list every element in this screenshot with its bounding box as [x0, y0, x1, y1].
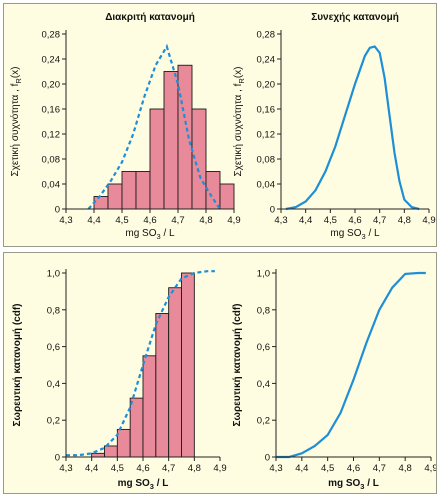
x-tick-label: 4,4 [85, 463, 98, 474]
bar [129, 397, 144, 458]
y-tick-label: 0 [55, 205, 60, 216]
y-tick-label: 0,4 [47, 379, 60, 390]
x-tick-label: 4,8 [399, 463, 412, 474]
bar [149, 108, 165, 210]
cdf-discrete-chart: 4,3 4,4 4,5 4,6 4,7 4,8 4,9 0 0,2 0,4 0,6 0,8 1,0 mg … [12, 269, 227, 492]
y-tick-label: 0,24 [42, 55, 61, 66]
x-tick-label: 4,8 [188, 463, 201, 474]
cdf-continuous-chart: 4,3 4,4 4,5 4,6 4,7 4,8 4,9 0 0,2 0,4 0,6 0,8 1,0 mg … [232, 269, 436, 492]
y-tick-label: 0,16 [42, 105, 61, 116]
solid-curve [276, 271, 426, 459]
bar [116, 428, 131, 458]
chart-title: Διακριτή κατανομή [105, 12, 195, 23]
x-tick-label: 4,5 [321, 463, 334, 474]
dashed-curve [87, 43, 221, 210]
dashed-curve [66, 270, 215, 457]
x-tick-label: 4,7 [373, 463, 386, 474]
x-tick-label: 4,6 [347, 463, 360, 474]
bar [104, 445, 118, 458]
y-tick-label: 0,08 [257, 155, 276, 166]
bar [142, 355, 157, 458]
x-tick-label: 4,5 [115, 215, 128, 226]
y-axis-label: Σχετική συχνότητα , fR(x) [232, 66, 246, 176]
bar [121, 171, 137, 210]
bar [191, 108, 207, 210]
x-tick-label: 4,3 [59, 215, 72, 226]
x-tick-label: 4,6 [143, 215, 156, 226]
y-axis-label: Σωρευτική κατανομή (cdf) [232, 304, 243, 427]
x-tick-label: 4,9 [422, 215, 435, 226]
y-tick-label: 0,2 [47, 416, 60, 427]
y-tick-label: 0,12 [42, 130, 61, 141]
x-tick-label: 4,8 [398, 215, 411, 226]
y-tick-label: 1,0 [257, 269, 270, 280]
y-tick-label: 0,2 [257, 416, 270, 427]
x-tick-label: 4,4 [299, 215, 312, 226]
solid-curve [285, 45, 420, 211]
x-tick-label: 4,9 [227, 215, 240, 226]
x-axis-label: mg SO3 / L [328, 478, 379, 491]
x-tick-label: 4,5 [111, 463, 124, 474]
y-tick-label: 0,6 [257, 342, 270, 353]
bar [135, 171, 151, 210]
x-axis-label: mg SO3 / L [330, 228, 380, 241]
pdf-discrete-chart: 4,3 4,4 4,5 4,6 4,7 4,8 4,9 0 0,04 0,08 0,12 0,16 0,… [9, 12, 241, 241]
y-tick-label: 0 [55, 453, 60, 464]
x-tick-label: 4,7 [162, 463, 175, 474]
pdf-charts: 4,3 4,4 4,5 4,6 4,7 4,8 4,9 0 0,04 0,08 0,12 0,16 0,… [9, 12, 436, 241]
pdf-continuous-chart: 4,3 4,4 4,5 4,6 4,7 4,8 4,9 0 0,04 0,08 0,12 0,16 0,… [232, 12, 436, 241]
y-tick-label: 0,04 [42, 180, 61, 191]
x-tick-label: 4,3 [269, 463, 282, 474]
y-tick-label: 0,8 [47, 305, 60, 316]
x-tick-label: 4,4 [87, 215, 100, 226]
y-tick-label: 0,20 [257, 80, 276, 91]
y-tick-label: 0,8 [257, 305, 270, 316]
bar [168, 287, 182, 458]
x-tick-label: 4,8 [199, 215, 212, 226]
x-tick-label: 4,9 [213, 463, 226, 474]
x-tick-label: 4,6 [136, 463, 149, 474]
y-tick-label: 0,04 [257, 180, 276, 191]
y-tick-label: 0,6 [47, 342, 60, 353]
y-axis-label: Σωρευτική κατανομή (cdf) [12, 304, 23, 427]
bar [219, 183, 235, 210]
y-tick-label: 0,28 [42, 30, 61, 41]
chart-title: Συνεχής κατανομή [311, 12, 399, 23]
cdf-panel: 4,3 4,4 4,5 4,6 4,7 4,8 4,9 0 0,2 0,4 0,6 0,8 1,0 mg … [3, 252, 437, 494]
x-tick-label: 4,4 [295, 463, 308, 474]
bar [93, 196, 109, 210]
x-tick-label: 4,6 [348, 215, 361, 226]
y-tick-label: 0,4 [257, 379, 270, 390]
x-tick-label: 4,7 [373, 215, 386, 226]
cdf-charts: 4,3 4,4 4,5 4,6 4,7 4,8 4,9 0 0,2 0,4 0,6 0,8 1,0 mg … [12, 269, 436, 492]
y-tick-label: 0,12 [257, 130, 276, 141]
y-tick-label: 0,20 [42, 80, 61, 91]
x-axis-label: mg SO3 / L [118, 478, 169, 491]
y-tick-label: 0,08 [42, 155, 61, 166]
y-axis-label: Σχετική συχνότητα , fR(x) [9, 66, 23, 176]
x-tick-label: 4,7 [171, 215, 184, 226]
y-tick-label: 0 [270, 205, 275, 216]
bar [177, 64, 193, 210]
y-tick-label: 0 [265, 453, 270, 464]
y-tick-label: 0,16 [257, 105, 276, 116]
x-tick-label: 4,3 [59, 463, 72, 474]
y-tick-label: 0,28 [257, 30, 276, 41]
bar [107, 183, 123, 210]
x-axis-label: mg SO3 / L [125, 228, 175, 241]
y-tick-label: 1,0 [47, 269, 60, 280]
x-tick-label: 4,3 [274, 215, 287, 226]
x-tick-label: 4,9 [424, 463, 436, 474]
bar [91, 452, 105, 458]
y-tick-label: 0,24 [257, 55, 276, 66]
bar [155, 313, 170, 458]
x-tick-label: 4,5 [324, 215, 337, 226]
bar [163, 71, 179, 210]
bar [181, 272, 195, 458]
pdf-panel: 4,3 4,4 4,5 4,6 4,7 4,8 4,9 0 0,04 0,08 0,12 0,16 0,… [3, 3, 437, 247]
